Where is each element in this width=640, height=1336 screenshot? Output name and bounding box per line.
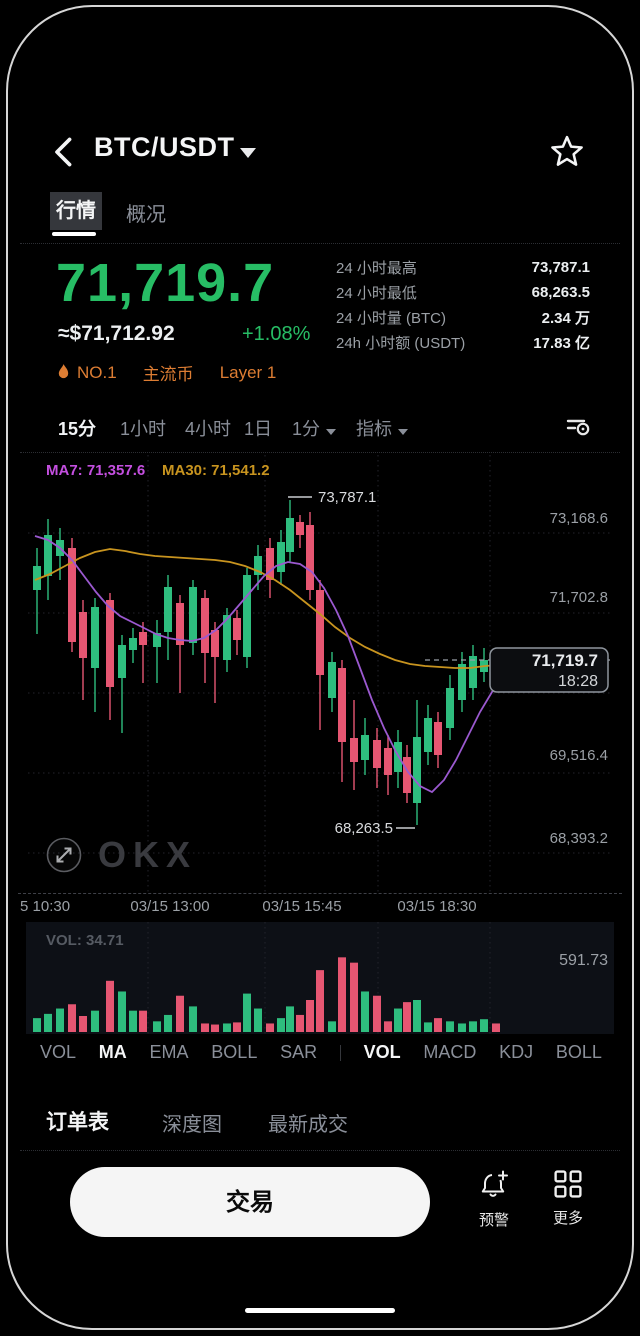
stat-value: 2.34 万	[541, 310, 590, 327]
tab-latest-trades[interactable]: 最新成交	[268, 1114, 348, 1136]
timeframe-more-dropdown[interactable]: 1分	[292, 415, 337, 441]
stat-value: 73,787.1	[531, 259, 590, 276]
stat-row-low: 24 小时最低 68,263.5	[336, 280, 590, 305]
rank-badge-label: NO.1	[77, 362, 117, 382]
svg-text:68,393.2: 68,393.2	[550, 830, 608, 847]
more-grid-icon	[554, 1170, 582, 1198]
volume-axis-max: 591.73	[559, 952, 608, 969]
ma7-label: MA7: 71,357.6	[46, 462, 146, 479]
back-button[interactable]	[50, 136, 80, 168]
svg-text:71,719.7: 71,719.7	[532, 651, 598, 670]
more-label: 更多	[552, 1210, 583, 1227]
last-price-tag: 71,719.7 18:28	[489, 647, 609, 693]
x-axis-tick: 5 10:30	[20, 898, 71, 915]
indicator-dropdown[interactable]: 指标	[356, 415, 408, 441]
flame-icon	[58, 364, 69, 379]
stats-panel: 24 小时最高 73,787.1 24 小时最低 68,263.5 24 小时量…	[336, 255, 590, 355]
last-price: 71,719.7	[56, 253, 275, 313]
x-axis-tick: 03/15 18:30	[397, 898, 477, 915]
indicator-sar[interactable]: SAR	[280, 1042, 318, 1062]
svg-text:18:28: 18:28	[558, 673, 598, 690]
favorite-star-icon[interactable]	[550, 134, 584, 168]
x-axis-tick: 03/15 13:00	[130, 898, 210, 915]
divider	[20, 1150, 620, 1151]
okx-logo: OKX	[98, 834, 198, 875]
home-indicator[interactable]	[245, 1308, 395, 1313]
token-badges: NO.1 主流币 Layer 1	[56, 360, 276, 385]
alert-bell-icon	[481, 1170, 508, 1197]
ma30-label: MA30: 71,541.2	[162, 462, 270, 479]
pair-dropdown-icon[interactable]	[240, 148, 256, 158]
chart-watermark: OKX	[44, 834, 197, 876]
chevron-down-icon	[398, 429, 408, 435]
stat-row-high: 24 小时最高 73,787.1	[336, 255, 590, 280]
svg-text:71,702.8: 71,702.8	[550, 589, 608, 606]
stat-label: 24h 小时额 (USDT)	[336, 335, 466, 352]
divider	[18, 893, 622, 894]
timeframe-15m[interactable]: 15分	[58, 419, 97, 439]
indicator-ema[interactable]: EMA	[149, 1042, 189, 1062]
pair-title[interactable]: BTC/USDT	[94, 132, 235, 162]
stat-row-turnover-usdt: 24h 小时额 (USDT) 17.83 亿	[336, 330, 590, 355]
divider	[20, 452, 620, 453]
fullscreen-expand-icon[interactable]	[44, 835, 84, 875]
stat-row-volume-btc: 24 小时量 (BTC) 2.34 万	[336, 305, 590, 330]
volume-chart[interactable]	[0, 920, 640, 1034]
volume-current-label: VOL: 34.71	[46, 932, 124, 949]
category-badge-layer1[interactable]: Layer 1	[219, 362, 277, 382]
svg-text:69,516.4: 69,516.4	[550, 747, 608, 764]
fiat-price: ≈$71,712.92	[58, 322, 175, 345]
x-axis-tick: 03/15 15:45	[262, 898, 342, 915]
indicator-ma[interactable]: MA	[98, 1042, 127, 1062]
tab-overview[interactable]: 概况	[126, 204, 166, 226]
alert-action[interactable]: 预警	[466, 1170, 522, 1230]
rank-badge[interactable]: NO.1	[56, 363, 117, 383]
tab-quotes[interactable]: 行情	[50, 192, 102, 230]
svg-text:68,263.5: 68,263.5	[335, 820, 393, 837]
indicator-boll[interactable]: BOLL	[211, 1042, 258, 1062]
divider	[20, 243, 620, 244]
stat-value: 17.83 亿	[533, 335, 590, 352]
indicator-boll-sub[interactable]: BOLL	[555, 1042, 602, 1062]
timeframe-1h[interactable]: 1小时	[120, 419, 167, 439]
indicator-vol-main[interactable]: VOL	[40, 1042, 77, 1062]
chart-settings-icon[interactable]	[566, 416, 592, 438]
trade-button[interactable]: 交易	[70, 1167, 430, 1237]
stat-value: 68,263.5	[531, 284, 590, 301]
chevron-down-icon	[326, 429, 337, 435]
indicator-kdj[interactable]: KDJ	[499, 1042, 534, 1062]
alert-label: 预警	[478, 1212, 509, 1229]
more-action[interactable]: 更多	[540, 1170, 596, 1228]
category-badge-mainstream[interactable]: 主流币	[142, 365, 194, 384]
tab-depth-chart[interactable]: 深度图	[162, 1114, 222, 1136]
timeframe-1d[interactable]: 1日	[244, 419, 273, 439]
timeframe-4h[interactable]: 4小时	[185, 419, 232, 439]
divider	[339, 1044, 341, 1061]
indicator-selector-row: VOL MA EMA BOLL SAR VOL MACD KDJ BOLL	[40, 1042, 602, 1063]
candlestick-chart[interactable]: 73,787.1 68,263.5 73,168.6 71,702.8 69,516.4…	[0, 455, 640, 897]
stat-label: 24 小时量 (BTC)	[336, 310, 447, 327]
stat-label: 24 小时最低	[336, 285, 417, 302]
svg-text:73,168.6: 73,168.6	[550, 510, 608, 527]
svg-text:73,787.1: 73,787.1	[318, 489, 376, 506]
indicator-vol-sub[interactable]: VOL	[363, 1042, 401, 1062]
indicator-macd[interactable]: MACD	[423, 1042, 477, 1062]
tab-active-underline	[52, 232, 96, 236]
stat-label: 24 小时最高	[336, 260, 417, 277]
price-change-percent: +1.08%	[242, 323, 311, 345]
tab-order-book[interactable]: 订单表	[46, 1111, 109, 1134]
